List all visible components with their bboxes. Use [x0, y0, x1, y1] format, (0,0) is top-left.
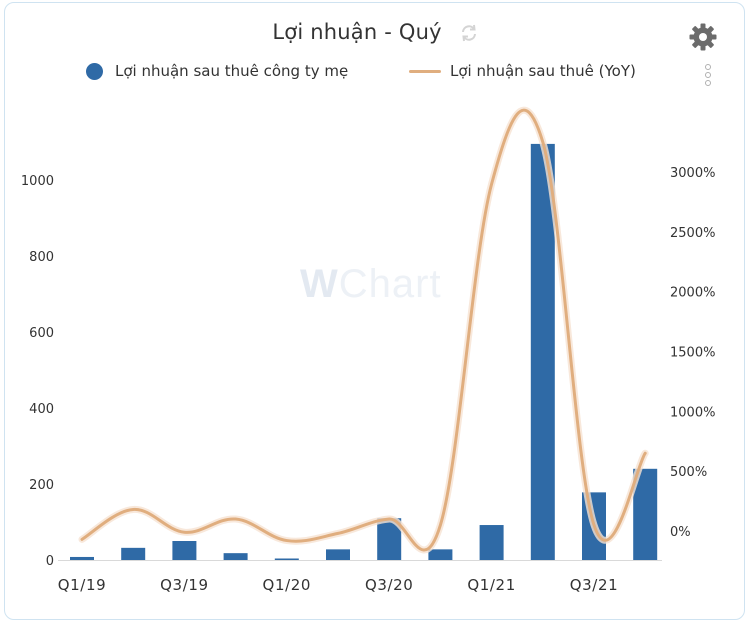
legend-dot-icon	[86, 62, 103, 80]
x-tick-label: Q1/19	[58, 576, 107, 594]
watermark-logo: WChart	[300, 262, 442, 306]
y-left-tick-label: 1000	[21, 174, 54, 189]
gear-icon[interactable]	[688, 22, 718, 52]
legend-line-icon	[409, 69, 441, 73]
legend-label-line: Lợi nhuận sau thuê (YoY)	[450, 62, 636, 80]
y-right-tick-label: 2500%	[670, 226, 715, 241]
bar[interactable]	[479, 525, 504, 560]
y-left-tick-label: 0	[46, 554, 54, 569]
chart-header: Lợi nhuận - Quý	[0, 20, 751, 44]
refresh-icon[interactable]	[459, 23, 479, 43]
bar[interactable]	[274, 558, 299, 561]
kebab-menu-icon[interactable]	[703, 64, 713, 88]
y-right-tick-label: 2000%	[670, 286, 715, 301]
y-right-tick-label: 3000%	[670, 166, 715, 181]
legend-item-line[interactable]: Lợi nhuận sau thuê (YoY)	[409, 62, 636, 80]
x-tick-label: Q1/20	[263, 576, 312, 594]
legend-label-bar: Lợi nhuận sau thuê công ty mẹ	[115, 62, 349, 80]
y-right-tick-label: 1000%	[670, 405, 715, 420]
bar[interactable]	[428, 549, 453, 560]
y-left-tick-label: 800	[29, 250, 54, 265]
y-right-tick-label: 0%	[670, 525, 691, 540]
y-right-tick-label: 1500%	[670, 346, 715, 361]
x-tick-label: Q1/21	[467, 576, 516, 594]
x-tick-label: Q3/20	[365, 576, 414, 594]
y-left-tick-label: 400	[29, 402, 54, 417]
bar[interactable]	[326, 549, 350, 560]
x-tick-label: Q3/21	[570, 576, 619, 594]
chart-title: Lợi nhuận - Quý	[272, 20, 442, 44]
y-left-tick-label: 600	[29, 326, 54, 341]
bar[interactable]	[530, 143, 555, 560]
legend-item-bar[interactable]: Lợi nhuận sau thuê công ty mẹ	[86, 62, 348, 80]
x-tick-label: Q3/19	[160, 576, 209, 594]
y-right-tick-label: 500%	[670, 465, 707, 480]
y-left-tick-label: 200	[29, 478, 54, 493]
bar[interactable]	[70, 556, 94, 560]
legend: Lợi nhuận sau thuê công ty mẹ Lợi nhuận …	[0, 62, 751, 84]
bar[interactable]	[223, 553, 248, 560]
series-line[interactable]	[80, 108, 647, 552]
series-line-glow	[78, 106, 649, 554]
bar[interactable]	[121, 547, 146, 560]
bar[interactable]	[172, 541, 197, 560]
